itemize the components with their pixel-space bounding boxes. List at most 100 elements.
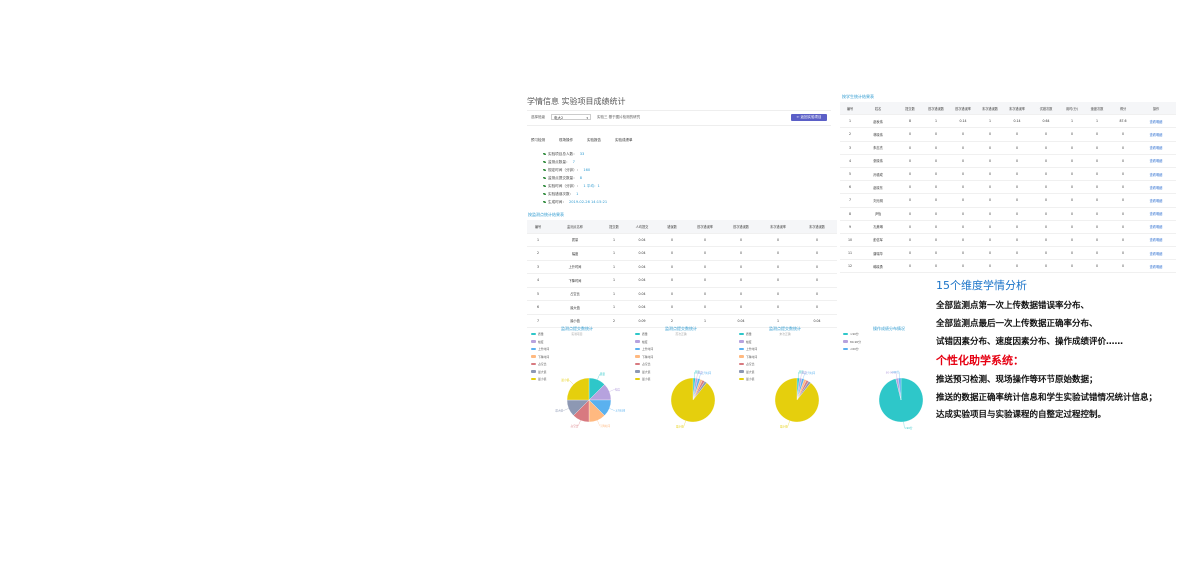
table-row: 6 最大值 1 0.04 0 0 0 0 0 [527, 300, 837, 315]
table-cell: 0 [657, 287, 687, 301]
table-cell: 1 [601, 246, 627, 261]
checkpoint-stats-table: 编号 监测点名称 提交数 人均提交 错误数 首次错误率 首次错误数 末次错误率 末次错误数 1 质量… [527, 220, 837, 328]
leaf-icon [543, 168, 546, 172]
pie-subtitle: 首次正确 [675, 332, 687, 336]
view-detail-link[interactable]: 查看明细 [1136, 259, 1176, 274]
legend-item[interactable]: 幅度 [635, 340, 648, 344]
pie-slice[interactable] [898, 377, 902, 401]
table-cell: 0 [1060, 141, 1084, 155]
leaf-icon [543, 160, 546, 164]
table-cell: 0 [1110, 127, 1136, 142]
table-cell: 0 [978, 233, 1002, 248]
legend-item[interactable]: <60分 [843, 347, 859, 351]
legend-item[interactable]: 80-90分 [843, 340, 861, 344]
pie-title: 监测点提交数统计 [561, 326, 593, 331]
tab-onsite[interactable]: 现场操作 [559, 138, 573, 142]
column-header: 提交数 [601, 220, 627, 234]
pie-label-line [696, 372, 698, 379]
table-cell: 0 [1084, 246, 1110, 261]
table-cell: 最大值 [549, 300, 601, 315]
legend-item[interactable]: 上升时间 [531, 347, 549, 351]
view-detail-link[interactable]: 查看明细 [1136, 127, 1176, 142]
legend-item[interactable]: 最大值 [635, 370, 650, 374]
pie-slice[interactable] [566, 377, 590, 401]
legend-item[interactable]: 上升时间 [739, 347, 757, 351]
legend-swatch [635, 332, 640, 336]
legend-label: >90分 [850, 332, 859, 336]
legend-item[interactable]: 幅度 [739, 340, 752, 344]
table-cell: 1 [1084, 114, 1110, 129]
table-cell: 0 [896, 207, 924, 221]
legend-item[interactable]: 质量 [635, 332, 648, 336]
table-cell: 0 [1060, 207, 1084, 221]
table-header-row: 编号 姓名 提交数 首次错误数 首次错误率 末次错误数 末次错误率 试错次数 用时(分) 速度次数… [840, 102, 1176, 116]
legend-item[interactable]: 下降时间 [739, 355, 757, 359]
tab-grades[interactable]: 实验成绩单 [615, 138, 633, 142]
tab-report[interactable]: 实验报告 [587, 138, 601, 142]
table-cell: 10 [840, 233, 860, 248]
table-cell: 0 [978, 220, 1002, 234]
table-cell: 0 [1060, 167, 1084, 182]
table-cell: 0 [1110, 259, 1136, 274]
table-cell: 0 [1002, 127, 1032, 142]
table-cell: 0 [1060, 233, 1084, 248]
view-detail-link[interactable]: 查看明细 [1136, 220, 1176, 234]
table-cell: 0 [1084, 141, 1110, 155]
view-detail-link[interactable]: 查看明细 [1136, 207, 1176, 221]
table-row: 3 上升时间 1 0.04 0 0 0 0 0 [527, 260, 837, 274]
legend-item[interactable]: 占空比 [531, 362, 546, 366]
view-detail-link[interactable]: 查看明细 [1136, 180, 1176, 195]
legend-label: 最小值 [746, 377, 755, 381]
table-cell: 0 [1002, 154, 1032, 168]
legend-item[interactable]: 最大值 [531, 370, 546, 374]
view-detail-link[interactable]: 查看明细 [1136, 233, 1176, 248]
pie-slice-label: 最大值 [555, 409, 563, 413]
legend-item[interactable]: 最大值 [739, 370, 754, 374]
class-select[interactable]: 电大2 ▾ [551, 114, 591, 120]
pie-slice-label: <60分 [891, 370, 899, 374]
legend-item[interactable]: 质量 [739, 332, 752, 336]
table-cell: 0 [924, 154, 948, 168]
back-to-project-button[interactable]: ⇐ 返回实验项目 [791, 114, 827, 121]
legend-item[interactable]: 最小值 [531, 377, 546, 381]
pie-label-line [563, 408, 569, 411]
table-cell: 0 [1032, 127, 1060, 142]
view-detail-link[interactable]: 查看明细 [1136, 193, 1176, 208]
view-detail-link[interactable]: 查看明细 [1136, 154, 1176, 168]
legend-item[interactable]: 最小值 [739, 377, 754, 381]
view-detail-link[interactable]: 查看明细 [1136, 141, 1176, 155]
table-cell: 0 [687, 233, 723, 247]
view-detail-link[interactable]: 查看明细 [1136, 167, 1176, 182]
view-detail-link[interactable]: 查看明细 [1136, 246, 1176, 261]
table-cell: 0 [1084, 233, 1110, 248]
table-cell: 0 [896, 233, 924, 248]
table-cell: 0 [948, 180, 978, 195]
legend-label: 上升时间 [642, 347, 654, 351]
view-detail-link[interactable]: 查看明细 [1136, 114, 1176, 129]
table-cell: 孔美琳 [860, 220, 896, 234]
pie-slice[interactable] [670, 377, 716, 423]
table-cell: 0 [1060, 220, 1084, 234]
summary-item: 生成时间： 2019-02-26 14:15:21 [543, 200, 607, 205]
pie-slice-label: 最小值 [780, 424, 788, 428]
pie-slice[interactable] [774, 377, 820, 423]
table-cell: 0 [759, 233, 797, 247]
table-cell: 0 [1002, 259, 1032, 274]
legend-item[interactable]: 上升时间 [635, 347, 653, 351]
summary-item: 监测点数量： 7 [543, 160, 575, 165]
table-cell: 0 [1032, 193, 1060, 208]
tab-preview[interactable]: 预习检测 [531, 138, 545, 142]
table-cell: 0 [1060, 127, 1084, 142]
promo-heading: 15个维度学情分析 [936, 279, 1027, 292]
legend-item[interactable]: 下降时间 [635, 355, 653, 359]
table-cell: 0 [896, 246, 924, 261]
legend-item[interactable]: 占空比 [739, 362, 754, 366]
legend-item[interactable]: 质量 [531, 332, 544, 336]
legend-item[interactable]: 幅度 [531, 340, 544, 344]
pie-slice-label: 80-90分 [886, 370, 897, 374]
legend-item[interactable]: 占空比 [635, 362, 650, 366]
legend-item[interactable]: 最小值 [635, 377, 650, 381]
table-cell: 0 [797, 233, 837, 247]
legend-item[interactable]: 下降时间 [531, 355, 549, 359]
legend-item[interactable]: >90分 [843, 332, 859, 336]
